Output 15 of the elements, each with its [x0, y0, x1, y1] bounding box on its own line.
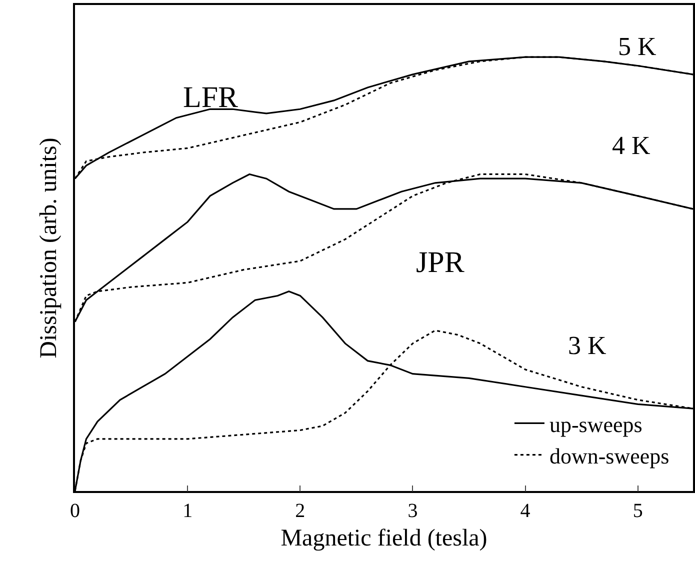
y-axis-title: Dissipation (arb. units): [36, 138, 62, 358]
legend-label: down-sweeps: [549, 443, 670, 468]
annotation: JPR: [416, 246, 464, 279]
x-tick-label: 0: [70, 500, 80, 522]
x-tick-label: 2: [295, 500, 306, 522]
x-tick-label: 4: [520, 500, 530, 522]
x-tick-label: 3: [408, 500, 418, 522]
legend-label: up-sweeps: [549, 412, 642, 437]
annotation: LFR: [183, 81, 238, 114]
annotation: 3 K: [568, 331, 606, 360]
x-tick-label: 5: [632, 500, 643, 522]
x-axis-title: Magnetic field (tesla): [280, 526, 488, 552]
annotation: 5 K: [618, 32, 656, 61]
annotation: 4 K: [612, 131, 650, 160]
x-tick-label: 1: [182, 500, 193, 522]
